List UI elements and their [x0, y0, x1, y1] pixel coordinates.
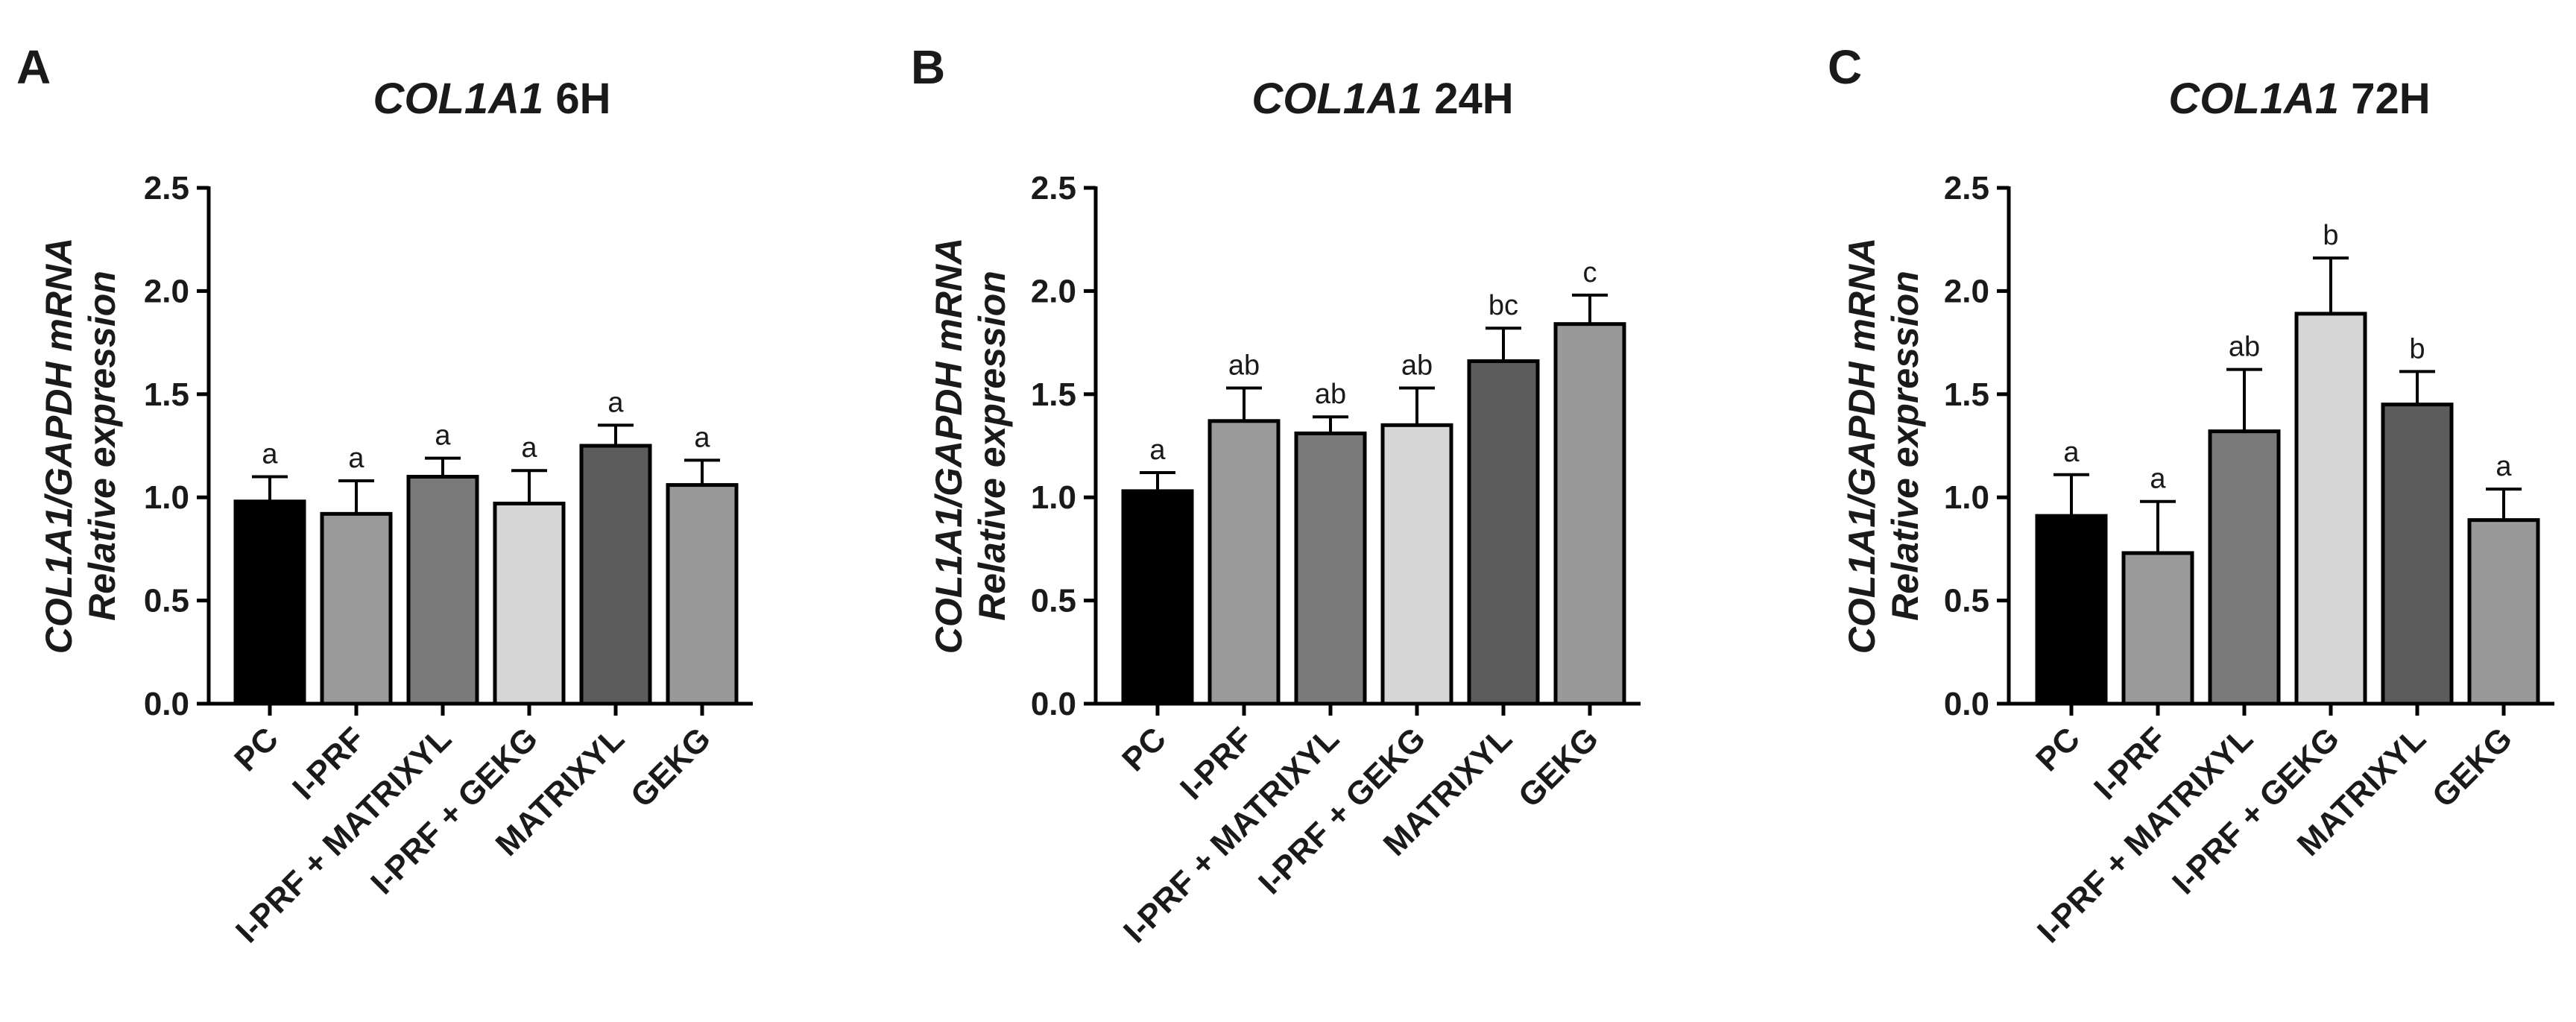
significance-label: a	[607, 387, 624, 418]
significance-label: ab	[1315, 379, 1346, 410]
y-tick-label: 1.0	[1031, 479, 1076, 516]
significance-label: a	[2496, 451, 2512, 482]
x-tick-label: PC	[2029, 720, 2087, 778]
significance-label: a	[1149, 435, 1166, 466]
bar	[2294, 312, 2367, 706]
x-tick-label: PC	[1115, 720, 1173, 778]
chart-panel-c: C COL1A1 72H COL1A1/GAPDH mRNA Relative exp…	[1828, 40, 2554, 950]
significance-label: a	[521, 432, 537, 464]
significance-label: a	[2063, 437, 2080, 468]
bar	[2035, 514, 2108, 706]
bar	[1380, 423, 1453, 706]
y-tick-label: 0.5	[144, 583, 189, 619]
significance-label: b	[2409, 333, 2425, 365]
bar	[320, 511, 393, 706]
significance-label: c	[1583, 257, 1597, 288]
y-tick-label: 1.0	[1944, 479, 1989, 516]
bar	[666, 483, 739, 706]
y-tick-label: 2.5	[1944, 170, 1989, 206]
y-tick-label: 1.5	[144, 376, 189, 413]
significance-label: a	[435, 420, 451, 452]
y-tick-label: 1.5	[1031, 376, 1076, 413]
chart-title-gene: COL1A1	[373, 75, 543, 123]
panel-letter: A	[16, 40, 51, 94]
bar	[2381, 403, 2454, 706]
x-tick-label: GEKG	[2425, 720, 2519, 814]
y-tick-label: 0.5	[1031, 583, 1076, 619]
x-tick-label: PC	[227, 720, 285, 778]
y-axis-label-line1: COL1A1/GAPDH mRNA	[38, 238, 80, 654]
y-tick-label: 1.0	[144, 479, 189, 516]
bar	[2121, 551, 2194, 706]
significance-label: b	[2323, 220, 2338, 251]
chart-panel-a: A COL1A1 6H COL1A1/GAPDH mRNA Relative expr…	[16, 40, 753, 950]
bar	[1553, 322, 1626, 706]
chart-title-time: 6H	[543, 75, 610, 123]
y-axis-label-line2: Relative expression	[971, 271, 1013, 621]
y-axis-label: COL1A1/GAPDH mRNA Relative expression	[38, 238, 123, 654]
significance-label: bc	[1489, 290, 1518, 321]
bar	[1294, 431, 1367, 706]
chart-title-gene: COL1A1	[2168, 75, 2339, 123]
y-tick-label: 0.0	[1031, 686, 1076, 722]
chart-title: COL1A1 24H	[1251, 75, 1513, 123]
chart-title-gene: COL1A1	[1251, 75, 1422, 123]
panel-letter: B	[911, 40, 945, 94]
x-tick-label: GEKG	[624, 720, 718, 814]
bar	[406, 475, 479, 706]
y-tick-label: 2.0	[144, 273, 189, 309]
y-tick-label: 2.0	[1944, 273, 1989, 309]
bar	[579, 444, 652, 706]
y-tick-label: 0.5	[1944, 583, 1989, 619]
y-axis-label: COL1A1/GAPDH mRNA Relative expression	[1841, 238, 1926, 654]
significance-label: a	[694, 422, 710, 453]
y-tick-label: 1.5	[1944, 376, 1989, 413]
significance-label: ab	[1401, 350, 1433, 381]
significance-label: a	[2150, 464, 2166, 495]
y-tick-label: 2.0	[1031, 273, 1076, 309]
chart-title: COL1A1 72H	[2168, 75, 2430, 123]
bar	[493, 502, 566, 706]
chart-title-time: 24H	[1422, 75, 1514, 123]
chart-title: COL1A1 6H	[373, 75, 610, 123]
bar	[2467, 518, 2540, 706]
y-axis-label-line2: Relative expression	[1884, 271, 1926, 621]
chart-panel-b: B COL1A1 24H COL1A1/GAPDH mRNA Relative exp…	[911, 40, 1641, 950]
y-axis-label-line2: Relative expression	[81, 271, 123, 621]
y-tick-label: 2.5	[144, 170, 189, 206]
y-tick-label: 0.0	[144, 686, 189, 722]
y-tick-label: 2.5	[1031, 170, 1076, 206]
chart-title-time: 72H	[2339, 75, 2431, 123]
y-axis-label-line1: COL1A1/GAPDH mRNA	[928, 238, 970, 654]
bar	[2208, 429, 2281, 706]
y-axis-label-line1: COL1A1/GAPDH mRNA	[1841, 238, 1883, 654]
significance-label: ab	[2229, 332, 2260, 363]
y-tick-label: 0.0	[1944, 686, 1989, 722]
x-tick-label: GEKG	[1512, 720, 1606, 814]
bar	[1208, 419, 1281, 706]
bar	[1467, 359, 1540, 706]
bar	[233, 499, 306, 706]
y-axis-label: COL1A1/GAPDH mRNA Relative expression	[928, 238, 1013, 654]
panel-letter: C	[1828, 40, 1862, 94]
significance-label: a	[262, 439, 278, 470]
bar	[1121, 489, 1194, 706]
significance-label: a	[348, 443, 364, 474]
significance-label: ab	[1228, 350, 1260, 381]
